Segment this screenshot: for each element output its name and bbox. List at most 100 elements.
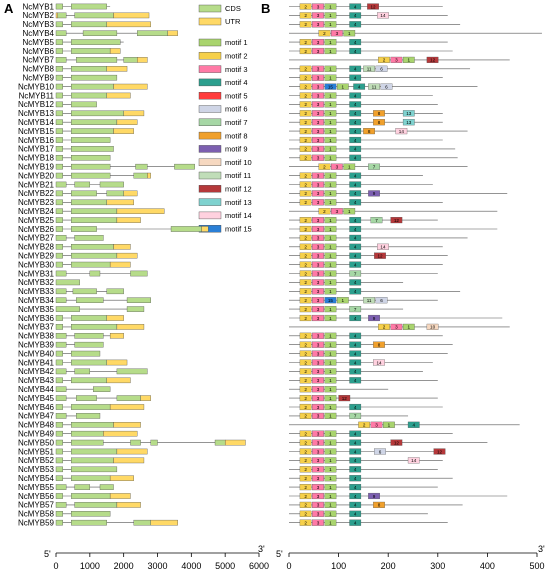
gene-label: NcMYB47 <box>18 412 55 421</box>
motif-box <box>299 288 312 295</box>
motif-number: 3 <box>317 182 320 187</box>
motif-number: 1 <box>329 236 332 241</box>
motif-number: 7 <box>373 165 376 170</box>
motif-box <box>349 47 362 55</box>
motif-box <box>349 101 362 108</box>
motif-number: 8 <box>378 120 381 125</box>
motif-number: 1 <box>408 325 411 330</box>
motif-box <box>349 412 362 419</box>
cds-block <box>55 279 80 286</box>
motif-box <box>324 145 337 152</box>
motif-number: 2 <box>304 414 307 419</box>
motif-box <box>373 359 385 366</box>
motif-number: 1 <box>329 467 332 472</box>
motif-number: 3 <box>395 325 398 330</box>
motif-number: 4 <box>354 218 357 223</box>
motif-box <box>299 190 312 197</box>
tick-label: 400 <box>480 561 495 571</box>
motif-box <box>312 83 324 90</box>
motif-number: 3 <box>317 191 320 196</box>
cds-block <box>55 83 63 90</box>
motif-number: 2 <box>304 102 307 107</box>
motif-box <box>324 386 337 393</box>
motif-box <box>299 119 312 126</box>
gene-label: NcMYB7 <box>22 56 54 65</box>
cds-block <box>55 172 63 179</box>
utr-block <box>55 12 58 19</box>
motif-number: 3 <box>317 476 320 481</box>
motif-number: 1 <box>342 84 345 89</box>
motif-box <box>299 386 312 393</box>
motif-box <box>299 510 312 517</box>
motif-box <box>312 501 324 508</box>
motif-box <box>312 217 324 224</box>
motif-number: 2 <box>304 173 307 178</box>
motif-number: 8 <box>378 503 381 508</box>
motif-number: 7 <box>375 218 378 223</box>
utr-block <box>106 359 128 366</box>
gene-label: NcMYB15 <box>18 127 55 136</box>
motif-box <box>373 110 385 117</box>
motif-box <box>331 30 343 37</box>
motif-box <box>299 3 312 10</box>
motif-number: 3 <box>317 138 320 143</box>
cds-block <box>71 448 118 455</box>
motif-box <box>299 110 312 117</box>
motif-number: 4 <box>354 334 357 339</box>
utr-block <box>113 128 134 134</box>
motif-number: 1 <box>329 396 332 401</box>
motif-box <box>324 234 337 241</box>
motif-number: 3 <box>395 58 398 63</box>
motif-number: 3 <box>317 503 320 508</box>
panel-a-5prime: 5' <box>44 549 51 559</box>
motif-number: 1 <box>329 40 332 45</box>
cds-block <box>71 21 107 28</box>
motif-box <box>349 510 362 517</box>
motif-number: 2 <box>304 432 307 437</box>
motif-box <box>349 92 362 99</box>
motif-number: 4 <box>354 102 357 107</box>
cds-block <box>55 190 63 197</box>
motif-number: 8 <box>368 129 371 134</box>
cds-block <box>71 324 118 330</box>
motif-box <box>312 395 324 402</box>
legend-motif-label: motif 2 <box>225 52 248 61</box>
motif-box <box>312 199 324 206</box>
motif-box <box>377 12 389 19</box>
motif-box <box>312 306 324 313</box>
cds-block <box>71 110 124 117</box>
cds-block <box>130 439 141 446</box>
panel-a-gene-structures: NcMYB1NcMYB2NcMYB3NcMYB4NcMYB5NcMYB6NcMY… <box>18 2 246 528</box>
gene-label: NcMYB43 <box>18 376 55 385</box>
motif-number: 2 <box>304 440 307 445</box>
utr-block <box>106 199 134 206</box>
motif-number: 4 <box>354 129 357 134</box>
legend-motif-label: motif 5 <box>225 91 248 100</box>
utr-block <box>123 190 138 197</box>
cds-block <box>55 181 67 188</box>
motif-box <box>324 217 337 224</box>
motif-number: 2 <box>304 182 307 187</box>
motif-box <box>312 145 324 152</box>
legend-motif-label: motif 14 <box>225 211 252 220</box>
motif-box <box>426 56 439 63</box>
gene-label: NcMYB58 <box>18 510 55 519</box>
utr-block <box>103 430 138 437</box>
motif-box <box>299 225 312 233</box>
motif-number: 4 <box>354 191 357 196</box>
cds-block <box>133 172 148 179</box>
motif-box <box>312 279 324 286</box>
motif-box <box>324 65 337 72</box>
motif-number: 1 <box>329 316 332 321</box>
cds-block <box>55 21 63 28</box>
motif-box <box>343 30 356 37</box>
motif-number: 4 <box>354 432 357 437</box>
motif-number: 2 <box>304 120 307 125</box>
motif-number: 1 <box>329 494 332 499</box>
cds-block <box>123 57 138 63</box>
motif-box <box>299 368 312 375</box>
cds-block <box>71 190 97 197</box>
motif-number: 2 <box>304 307 307 312</box>
motif-box <box>324 484 337 491</box>
cds-block <box>71 146 114 152</box>
